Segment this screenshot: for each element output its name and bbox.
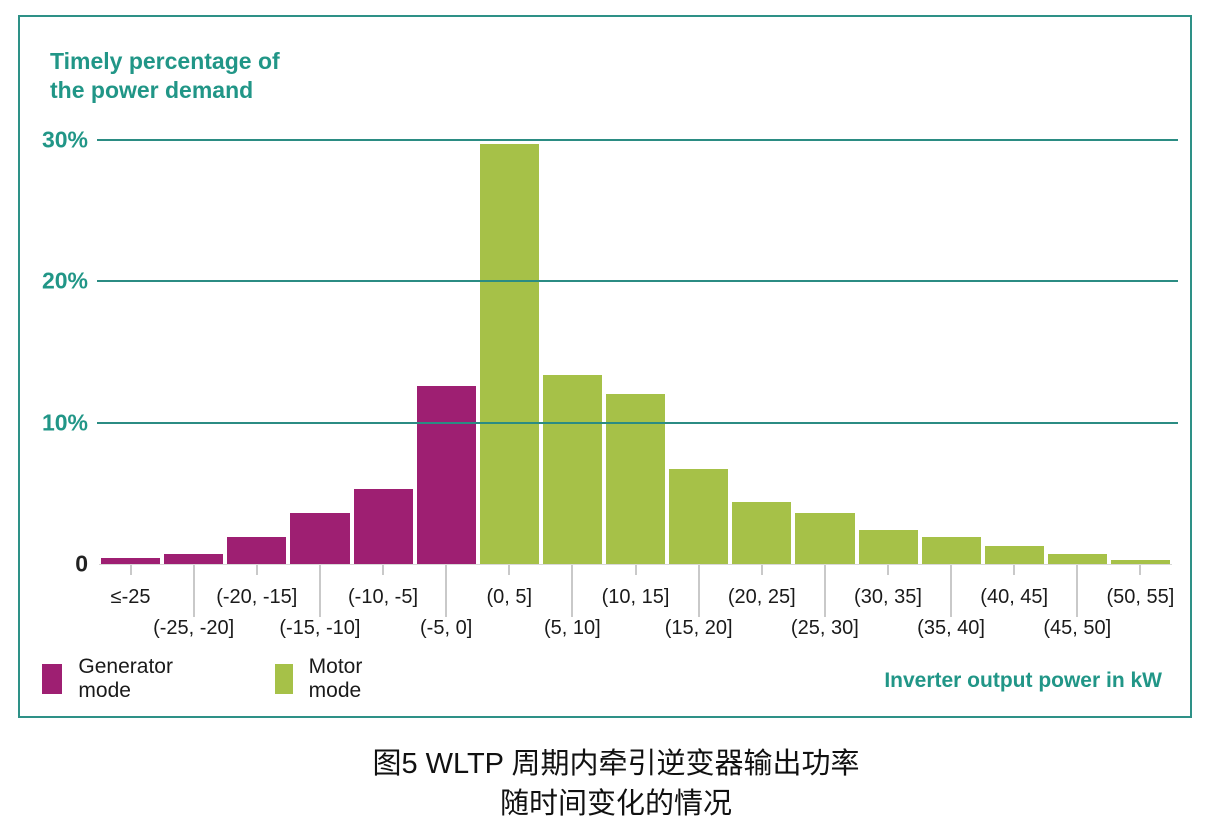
bar-slot: [162, 140, 225, 564]
x-tick-label: (50, 55]: [1106, 586, 1175, 608]
bar-(5, 10]: [542, 374, 602, 564]
x-tick-label: (15, 20]: [664, 617, 733, 639]
figure-caption-line2: 随时间变化的情况: [499, 788, 732, 821]
x-tick: [634, 565, 637, 575]
bar-(45, 50]: [1047, 554, 1107, 564]
bar-slot: [793, 140, 856, 564]
x-tick: [129, 565, 132, 575]
x-tick-label: (0, 5]: [486, 586, 533, 608]
generator-mode-swatch: [42, 664, 63, 694]
x-tick: [760, 565, 763, 575]
bar-slot: [857, 140, 920, 564]
legend-item-generator-mode: Generator mode: [42, 655, 183, 702]
x-tick: [886, 565, 889, 575]
bar-(-20, -15]: [227, 537, 287, 564]
legend-item-motor-mode: Motor mode: [275, 655, 375, 702]
x-tick-label: (5, 10]: [544, 617, 601, 639]
x-axis-baseline: [99, 564, 1172, 565]
chart-title-line1: Timely percentage of: [50, 48, 280, 74]
legend-label-motor-mode: Motor mode: [308, 655, 363, 702]
legend-label-generator-mode: Generator mode: [78, 655, 173, 702]
bar-slot: [667, 140, 730, 564]
x-tick-label: (25, 30]: [790, 617, 859, 639]
bar-slot: [352, 140, 415, 564]
bar-(0, 5]: [479, 144, 539, 564]
x-tick: [255, 565, 258, 575]
gridline-30: [97, 139, 1178, 141]
x-tick: [445, 565, 448, 617]
chart-title-line2: the power demand: [50, 77, 254, 104]
bar-slot: [604, 140, 667, 564]
x-axis-title: Inverter output power in kW: [884, 669, 1162, 692]
x-tick: [571, 565, 574, 617]
bar-series: [99, 140, 1172, 564]
motor-mode-swatch: [275, 664, 293, 694]
bar-slot: [983, 140, 1046, 564]
x-tick-label: (-15, -10]: [279, 617, 361, 639]
x-tick: [508, 565, 511, 575]
x-tick-label: (40, 45]: [980, 586, 1049, 608]
x-tick-label: ≤-25: [110, 586, 151, 608]
gridline-10: [97, 421, 1178, 424]
bar-slot: [1046, 140, 1109, 564]
plot-area: [97, 139, 1178, 565]
figure-caption-line1: 图5 WLTP 周期内牵引逆变器输出功率: [372, 748, 860, 780]
bar-(40, 45]: [984, 545, 1044, 564]
x-tick-label: (30, 35]: [854, 586, 922, 608]
bar-slot: [478, 140, 541, 564]
bar-slot: [541, 140, 604, 564]
x-tick-label: (20, 25]: [727, 586, 796, 608]
bar-(10, 15]: [606, 394, 666, 564]
figure-caption: 图5 WLTP 周期内牵引逆变器输出功率 随时间变化的情况: [0, 744, 1232, 824]
x-axis: ≤-25 (-25, -20] (-20, -15] (-15, -10] (-10, …: [99, 564, 1175, 659]
bar-slot: [288, 140, 351, 564]
x-tick: [823, 565, 826, 617]
bar-(25, 30]: [795, 513, 855, 564]
bar-(35, 40]: [921, 537, 981, 564]
x-tick: [950, 565, 953, 617]
chart-title: Timely percentage of the power demand: [50, 47, 280, 106]
x-tick: [318, 565, 321, 617]
bar-slot: [730, 140, 793, 564]
bar-(50, 55]: [1111, 559, 1171, 564]
bar-(-25, -20]: [164, 554, 224, 564]
x-tick-label: (-10, -5]: [348, 586, 419, 608]
x-tick-label: (10, 15]: [601, 586, 670, 608]
x-tick-label: (-25, -20]: [153, 617, 235, 639]
bar-slot: [225, 140, 288, 564]
x-tick-label: (-5, 0]: [420, 617, 473, 639]
bar-≤-25: [101, 558, 161, 564]
bar-slot: [920, 140, 983, 564]
y-tick-label-0: 0: [75, 550, 88, 577]
bar-(-15, -10]: [290, 513, 350, 564]
bar-slot: [1109, 140, 1172, 564]
y-tick-label-30%: 30%: [41, 126, 88, 153]
bar-slot: [99, 140, 162, 564]
y-tick-label-20%: 20%: [41, 267, 88, 294]
x-tick-label: (-20, -15]: [216, 586, 298, 608]
x-tick-label: (45, 50]: [1043, 617, 1112, 639]
gridline-20: [97, 280, 1178, 283]
chart-frame: Timely percentage of the power demand ≤-…: [18, 15, 1192, 718]
x-tick: [192, 565, 195, 617]
bar-(20, 25]: [732, 501, 792, 564]
x-tick: [1013, 565, 1016, 575]
x-tick: [1139, 565, 1142, 575]
bar-slot: [415, 140, 478, 564]
x-tick: [697, 565, 700, 617]
bar-(-5, 0]: [416, 385, 476, 564]
bar-(30, 35]: [858, 530, 918, 564]
y-tick-label-10%: 10%: [41, 409, 88, 436]
bar-(-10, -5]: [353, 489, 413, 564]
x-tick-label: (35, 40]: [917, 617, 985, 639]
bar-(15, 20]: [669, 469, 729, 564]
x-tick: [382, 565, 385, 575]
x-tick: [1076, 565, 1079, 617]
